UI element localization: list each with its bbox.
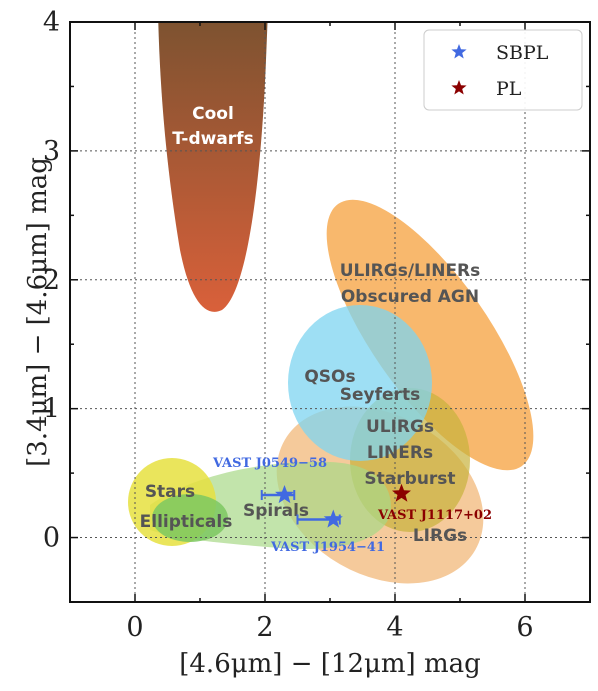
region-t-dwarfs bbox=[158, 22, 268, 312]
axis-ticks: 0 2 4 6 0 1 2 3 4 bbox=[43, 7, 591, 643]
x-tick-label: 0 bbox=[126, 612, 143, 643]
legend: SBPL PL bbox=[423, 29, 583, 111]
source-label-vast-j1117: VAST J1117+02 bbox=[377, 508, 492, 523]
y-tick-label: 0 bbox=[43, 523, 60, 554]
y-tick-label: 4 bbox=[43, 7, 60, 38]
label-seyferts: Seyferts bbox=[340, 385, 420, 405]
x-axis-title: [4.6μm] − [12μm] mag bbox=[179, 649, 481, 679]
label-obscured-agn: Obscured AGN bbox=[341, 287, 479, 307]
label-cool: Cool bbox=[192, 104, 234, 124]
legend-label: SBPL bbox=[496, 42, 549, 64]
source-label-vast-j1954: VAST J1954−41 bbox=[270, 540, 385, 555]
label-lirgs: LIRGs bbox=[413, 526, 467, 546]
data-point-star bbox=[275, 485, 294, 504]
label-starburst: Starburst bbox=[364, 469, 455, 489]
label-t-dwarfs: T-dwarfs bbox=[172, 129, 253, 149]
x-tick-label: 6 bbox=[516, 612, 533, 643]
data-point-star bbox=[323, 509, 343, 528]
x-tick-label: 4 bbox=[386, 612, 403, 643]
y-tick-label: 3 bbox=[43, 136, 60, 167]
source-labels: VAST J0549−58 VAST J1954−41 VAST J1117+0… bbox=[212, 456, 492, 555]
label-qsos: QSOs bbox=[304, 367, 355, 387]
region-qsos-seyferts bbox=[288, 305, 432, 461]
y-tick-label: 1 bbox=[43, 394, 60, 425]
data-point-star bbox=[392, 483, 411, 502]
y-tick-label: 2 bbox=[43, 265, 60, 296]
source-label-vast-j0549: VAST J0549−58 bbox=[212, 456, 327, 471]
x-tick-label: 2 bbox=[256, 612, 273, 643]
label-stars: Stars bbox=[145, 482, 195, 502]
legend-marker-star bbox=[451, 44, 467, 59]
label-liners: LINERs bbox=[367, 443, 433, 463]
legend-marker-star bbox=[451, 80, 467, 95]
label-ulirgs: ULIRGs bbox=[366, 417, 434, 437]
region-ulirgs-obscured-agn bbox=[326, 199, 534, 471]
regions-layer bbox=[128, 22, 534, 584]
label-spirals: Spirals bbox=[243, 501, 309, 521]
legend-label: PL bbox=[496, 78, 522, 100]
region-labels: Cool T-dwarfs ULIRGs/LINERs Obscured AGN… bbox=[140, 104, 481, 546]
region-ellipticals bbox=[152, 494, 228, 542]
y-axis-title: [3.4μm] − [4.6μm] mag bbox=[23, 157, 53, 467]
data-points bbox=[260, 483, 411, 528]
label-ellipticals: Ellipticals bbox=[140, 512, 233, 532]
label-ulirgs-liners: ULIRGs/LINERs bbox=[340, 261, 481, 281]
